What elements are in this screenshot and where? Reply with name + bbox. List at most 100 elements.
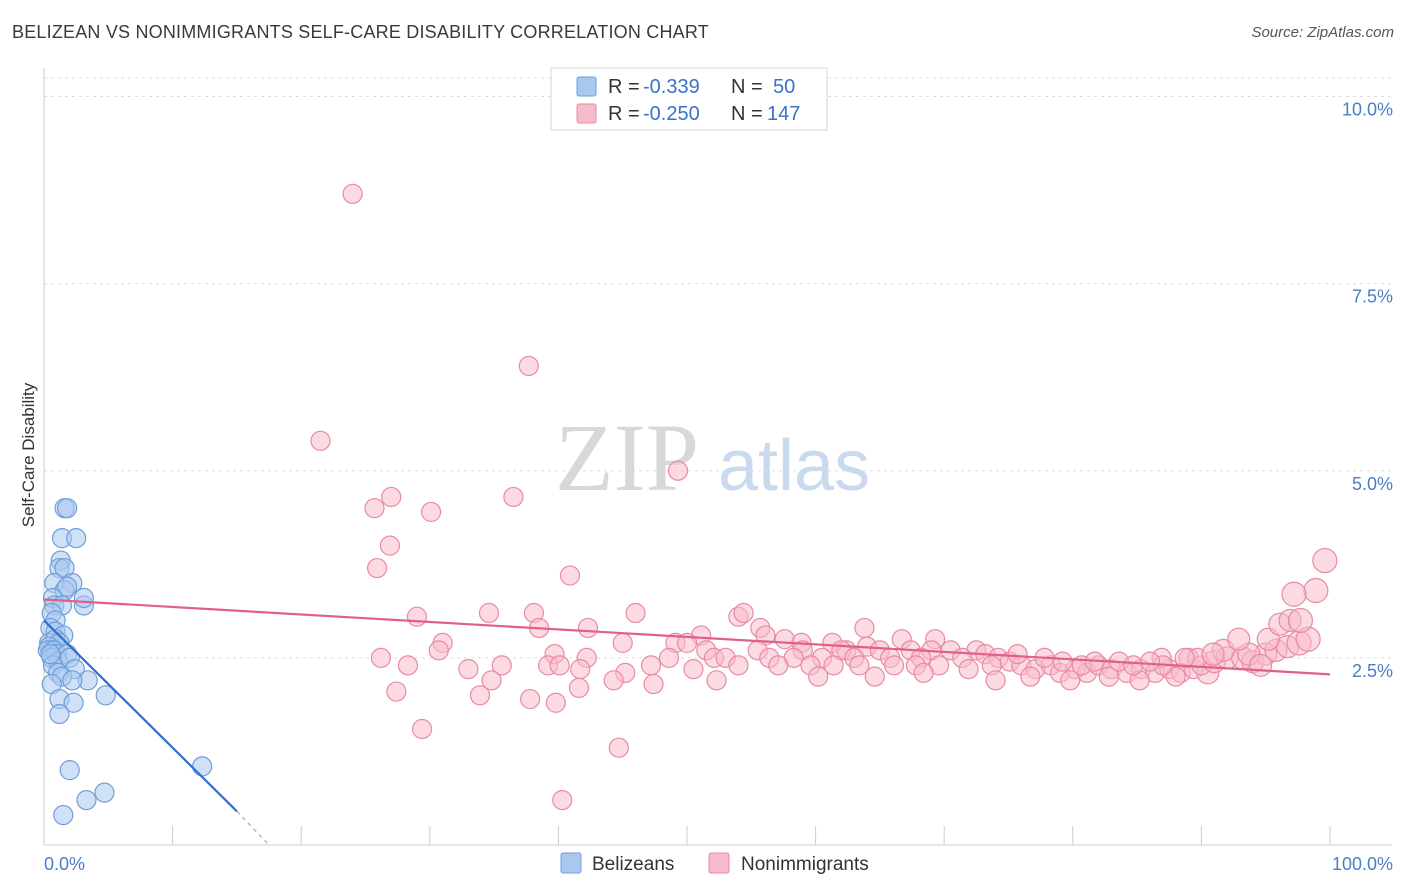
nonimmigrants-point-107 (1165, 666, 1186, 687)
belizeans-point-40 (95, 685, 116, 706)
nonimmigrants-point-142 (1312, 547, 1338, 574)
belizeans-point-49 (40, 644, 61, 665)
nonimmigrants-point-16 (733, 602, 754, 624)
legend-n-label-1: N = (731, 76, 763, 98)
watermark: ZIP atlas (555, 404, 870, 511)
belizeans-point-39 (62, 670, 83, 691)
nonimmigrants-point-102 (985, 670, 1006, 691)
nonimmigrants-point-72 (823, 655, 844, 676)
nonimmigrants-point-60 (397, 655, 419, 676)
nonimmigrants-point-148 (1201, 642, 1225, 666)
correlation-legend: R = -0.339 N = 50 R = -0.250 N = 147 (550, 67, 828, 131)
nonimmigrants-point-7 (420, 501, 442, 523)
belizeans-point-3 (66, 528, 87, 549)
nonimmigrants-point-68 (683, 659, 704, 680)
nonimmigrants-point-69 (728, 655, 749, 676)
series-belizeans (37, 498, 213, 826)
nonimmigrants-point-98 (706, 670, 727, 691)
nonimmigrants-point-17 (577, 617, 599, 639)
belizeans-point-48 (53, 804, 74, 826)
nonimmigrants-point-62 (491, 655, 512, 676)
nonimmigrants-point-114 (552, 789, 573, 811)
nonimmigrants-point-94 (481, 670, 502, 691)
y-tick-label-2: 7.5% (1352, 287, 1393, 307)
y-axis-title: Self-Care Disability (19, 382, 38, 527)
nonimmigrants-point-27 (612, 632, 633, 654)
legend-swatch-belizeans (576, 76, 597, 97)
nonimmigrants-point-1 (310, 430, 331, 451)
belizeans-trend-extension (236, 810, 270, 846)
x-tick-label-1: 100.0% (1332, 854, 1393, 874)
legend-r-value-2: -0.250 (643, 103, 700, 125)
belizeans-point-45 (59, 760, 80, 781)
legend-n-value-2: 147 (767, 103, 800, 125)
legend-r-label-1: R = (608, 76, 640, 98)
nonimmigrants-point-11 (406, 606, 428, 627)
nonimmigrants-point-70 (768, 655, 789, 676)
belizeans-point-10 (57, 576, 78, 597)
legend-n-label-2: N = (731, 103, 763, 125)
belizeans-point-43 (49, 703, 70, 725)
nonimmigrants-point-10 (559, 565, 581, 586)
belizeans-point-44 (192, 756, 213, 777)
nonimmigrants-point-0 (342, 183, 363, 204)
nonimmigrants-point-100 (864, 666, 885, 687)
belizeans-point-47 (76, 789, 97, 811)
series-legend: Belizeans Nonimmigrants (560, 852, 869, 875)
nonimmigrants-point-6 (381, 486, 402, 508)
belizeans-point-15 (73, 587, 94, 609)
trend-lines (43, 598, 1331, 846)
nonimmigrants-point-95 (568, 677, 590, 698)
nonimmigrants-point-113 (608, 737, 629, 758)
legend-r-value-1: -0.339 (643, 76, 700, 98)
nonimmigrants-point-46 (370, 647, 392, 668)
nonimmigrants-point-99 (808, 666, 829, 687)
series-nonimmigrants (310, 183, 1338, 811)
nonimmigrants-point-2 (518, 355, 539, 377)
nonimmigrants-point-144 (1007, 644, 1028, 665)
legend-n-value-1: 50 (773, 76, 795, 98)
grid-lines (44, 77, 1392, 659)
nonimmigrants-point-147 (1139, 651, 1161, 672)
nonimmigrants-point-74 (883, 655, 905, 676)
axes (43, 68, 1392, 846)
y-tick-label-1: 5.0% (1352, 474, 1393, 494)
nonimmigrants-point-65 (570, 659, 591, 680)
nonimmigrants-point-9 (366, 557, 388, 579)
nonimmigrants-point-141 (1303, 577, 1329, 604)
x-tick-label-0: 0.0% (44, 854, 85, 874)
nonimmigrants-point-97 (643, 673, 664, 695)
nonimmigrants-trend-line (43, 598, 1331, 676)
bottom-legend-swatch-belizeans (560, 852, 582, 874)
nonimmigrants-point-111 (545, 692, 566, 713)
belizeans-point-1 (57, 498, 78, 519)
legend-swatch-nonimmigrants (576, 103, 597, 124)
nonimmigrants-point-105 (1098, 666, 1119, 687)
nonimmigrants-point-134 (1174, 647, 1195, 668)
nonimmigrants-point-48 (658, 647, 680, 668)
nonimmigrants-point-146 (1123, 655, 1144, 676)
nonimmigrants-point-20 (854, 617, 875, 639)
nonimmigrants-point-108 (386, 681, 407, 702)
nonimmigrants-point-14 (625, 602, 646, 624)
belizeans-trend-line (43, 619, 238, 813)
y-tick-label-3: 10.0% (1342, 100, 1393, 120)
nonimmigrants-point-149 (1248, 653, 1273, 677)
chart-title: BELIZEAN VS NONIMMIGRANTS SELF-CARE DISA… (12, 22, 709, 42)
nonimmigrants-point-140 (1287, 607, 1314, 634)
nonimmigrants-point-104 (1060, 670, 1081, 691)
nonimmigrants-point-136 (1227, 627, 1251, 651)
nonimmigrants-point-112 (411, 718, 433, 740)
watermark-atlas: atlas (718, 426, 870, 506)
nonimmigrants-point-103 (1020, 666, 1041, 687)
nonimmigrants-point-109 (469, 685, 491, 706)
nonimmigrants-point-77 (958, 659, 979, 680)
nonimmigrants-point-101 (913, 662, 934, 683)
bottom-legend-label-belizeans: Belizeans (592, 854, 674, 875)
nonimmigrants-point-64 (549, 655, 570, 676)
belizeans-point-46 (94, 782, 115, 803)
nonimmigrants-point-67 (640, 655, 662, 676)
nonimmigrants-point-61 (458, 659, 479, 680)
nonimmigrants-point-143 (1281, 581, 1307, 607)
